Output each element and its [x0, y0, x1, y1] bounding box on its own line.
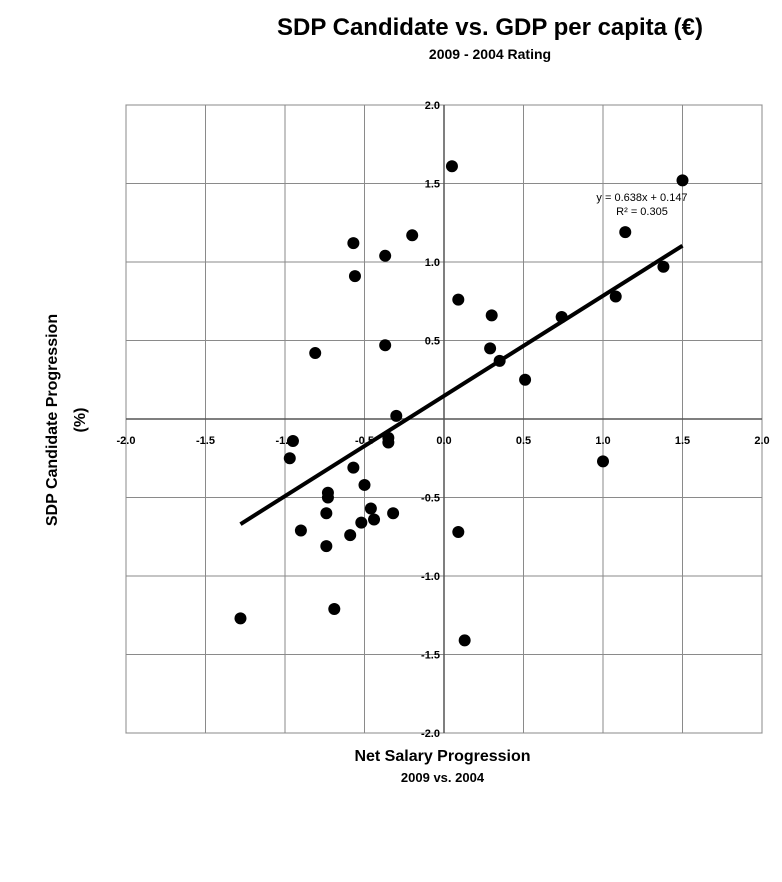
- y-axis-label: SDP Candidate Progression: [44, 313, 61, 527]
- data-point: [320, 540, 333, 553]
- data-point: [555, 310, 568, 323]
- data-point: [597, 455, 609, 468]
- data-point: [485, 309, 498, 322]
- data-point: [379, 339, 392, 352]
- data-point: [358, 478, 371, 491]
- x-tick-label: 0.0: [436, 435, 451, 447]
- y-tick-label: -0.5: [421, 493, 440, 505]
- data-point: [445, 160, 458, 173]
- data-point: [484, 342, 497, 355]
- data-point: [355, 516, 368, 529]
- data-point: [657, 260, 670, 273]
- data-point: [493, 354, 506, 367]
- x-tick-label: 2.0: [754, 435, 769, 447]
- y-tick-label: -2.0: [421, 728, 440, 740]
- y-tick-label: -1.0: [421, 571, 440, 583]
- data-point: [379, 249, 392, 262]
- x-tick-label: 0.5: [516, 435, 531, 447]
- trendline-r-squared: R² = 0.305: [616, 206, 668, 218]
- y-tick-label: 2.0: [425, 100, 440, 112]
- x-axis-sublabel: 2009 vs. 2004: [400, 770, 485, 785]
- y-tick-label: 1.0: [425, 257, 440, 269]
- chart-subtitle: 2009 - 2004 Rating: [428, 46, 552, 62]
- x-axis-label: Net Salary Progression: [354, 748, 531, 765]
- data-point: [387, 507, 400, 520]
- tick-labels: -2.0 -1.5 -1.0 -0.5 0.0 0.5 1.0 1.5 2.0 2.0 1.5 1.0…: [117, 100, 770, 740]
- data-point: [406, 229, 419, 242]
- trendline-equation: y = 0.638x + 0.147: [596, 192, 687, 204]
- trendline-group: [239, 243, 684, 526]
- data-point: [321, 491, 334, 504]
- x-tick-label: -1.5: [196, 435, 215, 447]
- data-point: [519, 373, 532, 386]
- data-point: [368, 513, 381, 526]
- y-tick-label: 0.5: [425, 336, 440, 348]
- y-axis-sublabel: (%): [72, 407, 89, 433]
- trendline: [239, 243, 684, 526]
- data-point: [294, 524, 307, 537]
- data-point: [390, 409, 403, 422]
- data-point: [283, 452, 296, 465]
- data-point: [364, 502, 377, 515]
- data-point: [452, 293, 465, 306]
- chart-title: SDP Candidate vs. GDP per capita (€): [277, 14, 703, 41]
- data-point: [344, 529, 357, 542]
- data-point: [347, 461, 360, 474]
- data-points: [234, 160, 689, 647]
- data-point: [348, 270, 361, 283]
- data-point: [676, 174, 689, 187]
- data-point: [347, 237, 360, 250]
- x-tick-label: 1.5: [675, 435, 690, 447]
- data-point: [309, 347, 322, 360]
- x-tick-label: 1.0: [595, 435, 610, 447]
- data-point: [328, 602, 341, 615]
- axes: [126, 105, 762, 733]
- data-point: [619, 226, 632, 239]
- x-tick-label: -2.0: [117, 435, 136, 447]
- data-point: [286, 434, 299, 447]
- data-point: [458, 634, 471, 647]
- data-point: [452, 526, 465, 539]
- y-tick-label: -1.5: [421, 650, 440, 662]
- y-tick-label: 1.5: [425, 179, 440, 191]
- data-point: [234, 612, 247, 625]
- data-point: [382, 436, 395, 449]
- data-point: [320, 507, 333, 520]
- data-point: [609, 290, 622, 303]
